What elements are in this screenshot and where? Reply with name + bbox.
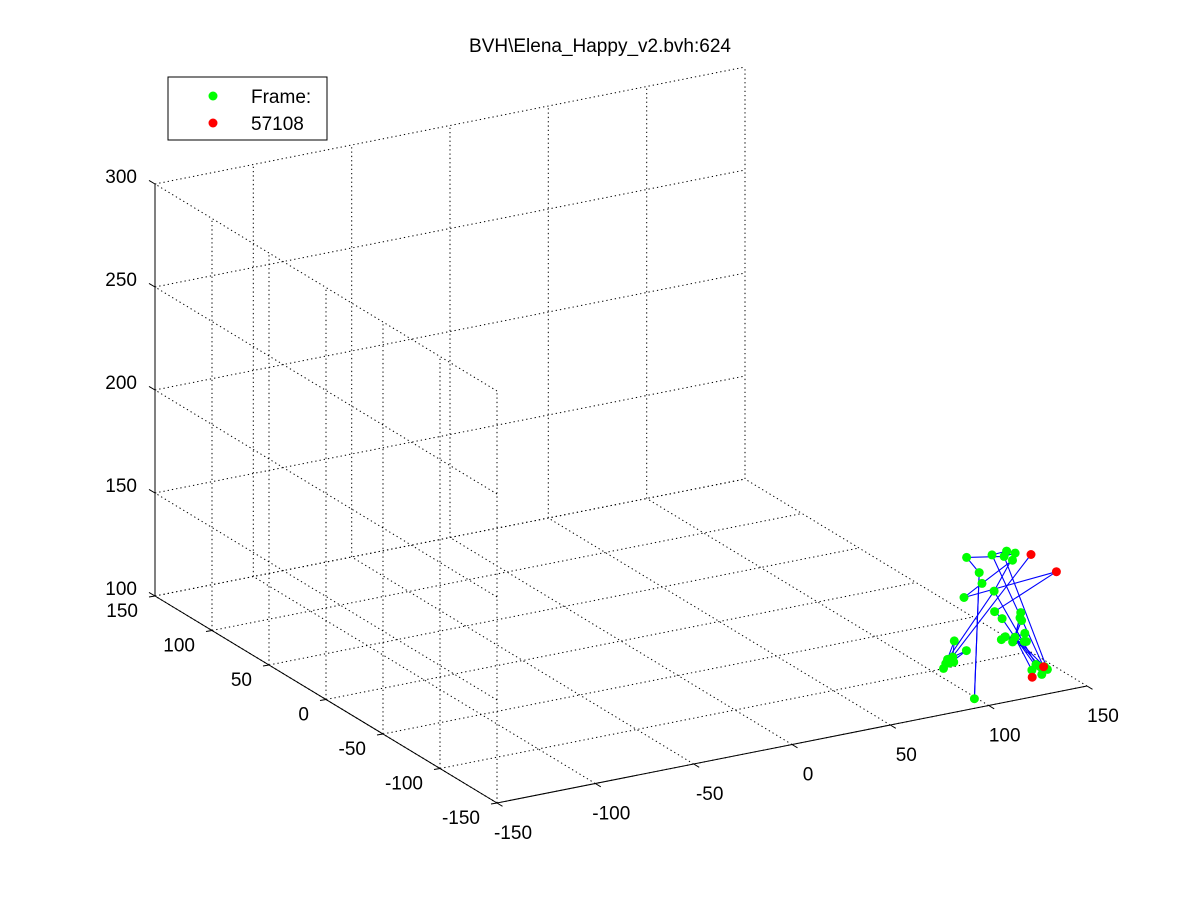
joint-point xyxy=(949,636,959,646)
skeleton-bone xyxy=(943,554,1032,669)
y-tick-label: 150 xyxy=(106,601,138,622)
x-tick-label: -100 xyxy=(592,804,630,825)
joint-point xyxy=(1019,636,1029,646)
skeleton-bone xyxy=(993,590,1037,665)
end-site-point xyxy=(1027,672,1037,682)
legend: Frame: 57108 xyxy=(167,76,328,141)
end-site-point xyxy=(1039,662,1049,672)
y-tick-label: -100 xyxy=(385,774,423,795)
z-tick-label: 300 xyxy=(105,167,137,188)
skeleton-bone xyxy=(966,555,1005,558)
y-tick-mark xyxy=(319,699,327,701)
joint-point xyxy=(959,593,969,602)
legend-marker-red xyxy=(208,118,218,128)
y-tick-label: -50 xyxy=(339,739,366,760)
joint-point xyxy=(1020,628,1030,638)
x-tick-mark xyxy=(496,802,503,807)
skeleton-bone xyxy=(1014,637,1033,671)
end-site-point xyxy=(1026,550,1036,559)
skeleton-bone xyxy=(963,571,1057,599)
joint-point xyxy=(1002,546,1012,556)
x-tick-label: 50 xyxy=(896,745,917,766)
joint-point xyxy=(989,586,999,596)
joint-point xyxy=(974,568,984,578)
tick-labels: -150-100-50050100150-150-100-50050100150… xyxy=(105,167,1119,844)
x-tick-label: 100 xyxy=(989,726,1021,747)
joint-point xyxy=(962,552,972,562)
x-tick-mark xyxy=(595,783,602,788)
joint-point xyxy=(969,694,979,704)
joint-point xyxy=(1015,613,1025,623)
joint-point xyxy=(987,550,997,560)
legend-label-2: 57108 xyxy=(251,114,304,135)
z-tick-label: 100 xyxy=(105,579,137,600)
joint-point xyxy=(996,635,1006,645)
y-tick-mark xyxy=(490,802,498,805)
skeleton-bone xyxy=(1003,556,1048,670)
joint-point xyxy=(1031,660,1041,669)
z-tick-label: 250 xyxy=(105,270,137,291)
z-tick-mark xyxy=(148,282,156,288)
z-tick-mark xyxy=(148,591,156,597)
legend-box xyxy=(167,76,328,141)
joint-point xyxy=(948,652,958,662)
skeleton-joints xyxy=(939,546,1061,704)
x-tick-mark xyxy=(1086,685,1093,690)
joint-point xyxy=(961,646,971,656)
z-tick-mark xyxy=(148,179,156,185)
x-tick-label: -150 xyxy=(494,823,532,844)
joint-point xyxy=(997,614,1007,624)
y-tick-mark xyxy=(433,768,441,770)
y-tick-label: 0 xyxy=(298,705,309,726)
z-tick-label: 150 xyxy=(105,476,137,497)
z-tick-label: 200 xyxy=(105,373,137,394)
y-tick-mark xyxy=(262,664,270,667)
y-tick-mark xyxy=(376,733,384,736)
axis-lines xyxy=(148,179,1093,807)
x-tick-label: 0 xyxy=(803,765,814,786)
skeleton-bone xyxy=(994,571,1057,613)
y-tick-label: 100 xyxy=(163,636,195,657)
y-tick-mark xyxy=(205,630,213,632)
z-tick-mark xyxy=(148,488,156,494)
x-tick-label: 150 xyxy=(1087,706,1119,727)
joint-point xyxy=(977,578,987,588)
x-tick-mark xyxy=(988,705,995,710)
legend-marker-green xyxy=(208,91,218,101)
y-tick-mark xyxy=(148,595,156,598)
y-tick-label: -150 xyxy=(442,808,480,829)
z-tick-mark xyxy=(148,385,156,391)
joint-point xyxy=(1010,548,1020,558)
x-tick-mark xyxy=(890,724,897,729)
end-site-point xyxy=(1051,567,1061,577)
x-tick-mark xyxy=(791,744,798,749)
skeleton-bone xyxy=(947,590,995,660)
skeleton-bone xyxy=(981,559,1013,584)
joint-point xyxy=(939,663,948,673)
chart-title: BVH\Elena_Happy_v2.bvh:624 xyxy=(469,36,731,57)
joint-point xyxy=(1008,637,1018,647)
joint-point xyxy=(1008,555,1017,565)
joint-point xyxy=(990,607,1000,617)
legend-label-1: Frame: xyxy=(251,87,311,108)
x-tick-label: -50 xyxy=(696,784,723,805)
y-tick-label: 50 xyxy=(231,670,252,691)
x-tick-mark xyxy=(693,763,700,768)
